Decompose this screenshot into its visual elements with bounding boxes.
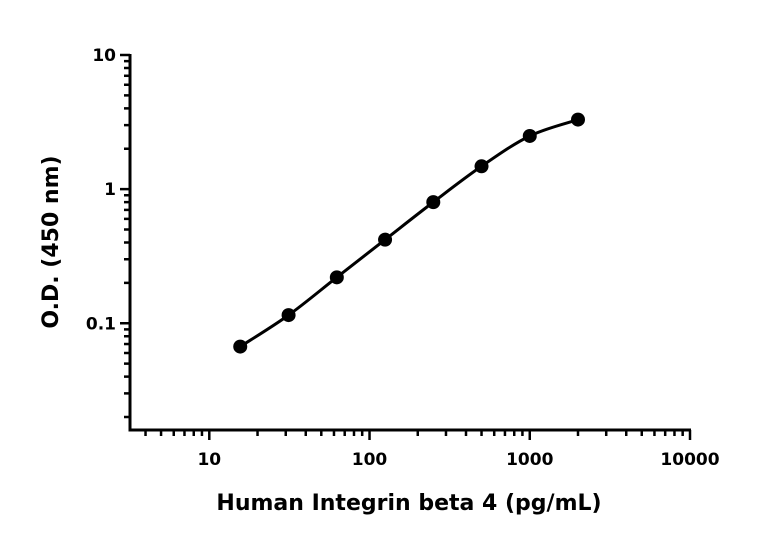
x-tick-label: 10000 xyxy=(660,450,719,470)
data-points xyxy=(233,112,585,354)
data-point xyxy=(329,270,344,285)
axes xyxy=(120,53,692,440)
x-tick-label: 10 xyxy=(197,450,221,470)
tick-labels: 10 100 1000 10000 0.1 1 10 xyxy=(86,46,720,470)
data-point xyxy=(281,308,296,323)
x-tick-label: 1000 xyxy=(506,450,553,470)
data-point xyxy=(426,195,441,210)
y-axis-title: O.D. (450 nm) xyxy=(39,155,64,328)
x-tick-label: 100 xyxy=(352,450,388,470)
data-point xyxy=(522,128,537,143)
y-tick-label: 1 xyxy=(104,180,116,200)
y-tick-label: 10 xyxy=(92,46,116,66)
data-point xyxy=(571,112,585,127)
x-axis-title: Human Integrin beta 4 (pg/mL) xyxy=(216,491,601,516)
data-point xyxy=(378,232,393,247)
data-point xyxy=(474,159,489,174)
y-tick-label: 0.1 xyxy=(86,314,116,334)
data-point xyxy=(233,339,248,354)
